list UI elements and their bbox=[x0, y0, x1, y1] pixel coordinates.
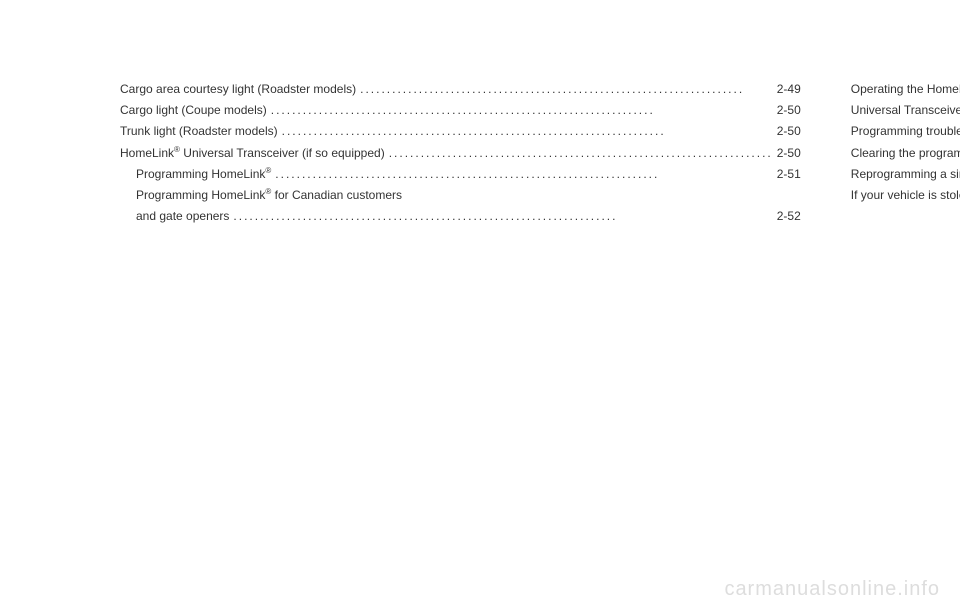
toc-entry: and gate openers .......................… bbox=[120, 207, 801, 226]
toc-label: Programming HomeLink® bbox=[136, 165, 271, 184]
toc-label: If your vehicle is stolen bbox=[851, 186, 960, 205]
label-pre: Reprogramming a single HomeLink bbox=[851, 167, 960, 181]
toc-entry: Cargo light (Coupe models) .............… bbox=[120, 101, 801, 120]
toc-content: Cargo area courtesy light (Roadster mode… bbox=[0, 0, 960, 228]
label-pre: HomeLink bbox=[120, 146, 174, 160]
right-column: Operating the HomeLink® Universal Transc… bbox=[851, 80, 960, 228]
toc-entry: Reprogramming a single HomeLink® button … bbox=[851, 165, 960, 184]
toc-entry: Cargo area courtesy light (Roadster mode… bbox=[120, 80, 801, 99]
toc-label: Programming troubleshooting bbox=[851, 122, 960, 141]
toc-entry: If your vehicle is stolen ..............… bbox=[851, 186, 960, 205]
toc-label: Operating the HomeLink® bbox=[851, 80, 960, 99]
toc-label: HomeLink® Universal Transceiver (if so e… bbox=[120, 144, 385, 163]
toc-label-line2: and gate openers bbox=[136, 207, 229, 226]
toc-dots: ........................................… bbox=[233, 207, 772, 226]
toc-entry: Programming HomeLink® ..................… bbox=[120, 165, 801, 184]
toc-dots: ........................................… bbox=[389, 144, 773, 163]
toc-entry: Clearing the programmed information ....… bbox=[851, 144, 960, 163]
toc-entry-multiline: Programming HomeLink® for Canadian custo… bbox=[120, 186, 801, 205]
toc-dots: ........................................… bbox=[360, 80, 773, 99]
toc-page: 2-50 bbox=[777, 101, 801, 120]
label-pre: Programming HomeLink bbox=[136, 188, 265, 202]
toc-page: 2-50 bbox=[777, 122, 801, 141]
label-pre: Operating the HomeLink bbox=[851, 82, 960, 96]
toc-page: 2-52 bbox=[777, 207, 801, 226]
toc-entry: HomeLink® Universal Transceiver (if so e… bbox=[120, 144, 801, 163]
label-post: Universal Transceiver (if so equipped) bbox=[180, 146, 385, 160]
toc-label: Clearing the programmed information bbox=[851, 144, 960, 163]
toc-page: 2-50 bbox=[777, 144, 801, 163]
toc-label: Reprogramming a single HomeLink® button bbox=[851, 165, 960, 184]
toc-label: Cargo area courtesy light (Roadster mode… bbox=[120, 80, 356, 99]
toc-dots: ........................................… bbox=[275, 165, 772, 184]
toc-dots: ........................................… bbox=[282, 122, 773, 141]
toc-entry: Programming troubleshooting ............… bbox=[851, 122, 960, 141]
toc-entry: Trunk light (Roadster models) ..........… bbox=[120, 122, 801, 141]
label-post: for Canadian customers bbox=[271, 188, 402, 202]
toc-label: Programming HomeLink® for Canadian custo… bbox=[136, 186, 402, 205]
registered-icon: ® bbox=[265, 166, 271, 175]
toc-page: 2-49 bbox=[777, 80, 801, 99]
toc-label: Trunk light (Roadster models) bbox=[120, 122, 278, 141]
toc-page: 2-51 bbox=[777, 165, 801, 184]
left-column: Cargo area courtesy light (Roadster mode… bbox=[120, 80, 801, 228]
toc-label: Cargo light (Coupe models) bbox=[120, 101, 267, 120]
watermark-text: carmanualsonline.info bbox=[724, 578, 940, 601]
label-pre: Programming HomeLink bbox=[136, 167, 265, 181]
toc-entry: Universal Transceiver ..................… bbox=[851, 101, 960, 120]
toc-entry-multiline: Operating the HomeLink® bbox=[851, 80, 960, 99]
toc-dots: ........................................… bbox=[271, 101, 773, 120]
toc-label-line2: Universal Transceiver bbox=[851, 101, 960, 120]
